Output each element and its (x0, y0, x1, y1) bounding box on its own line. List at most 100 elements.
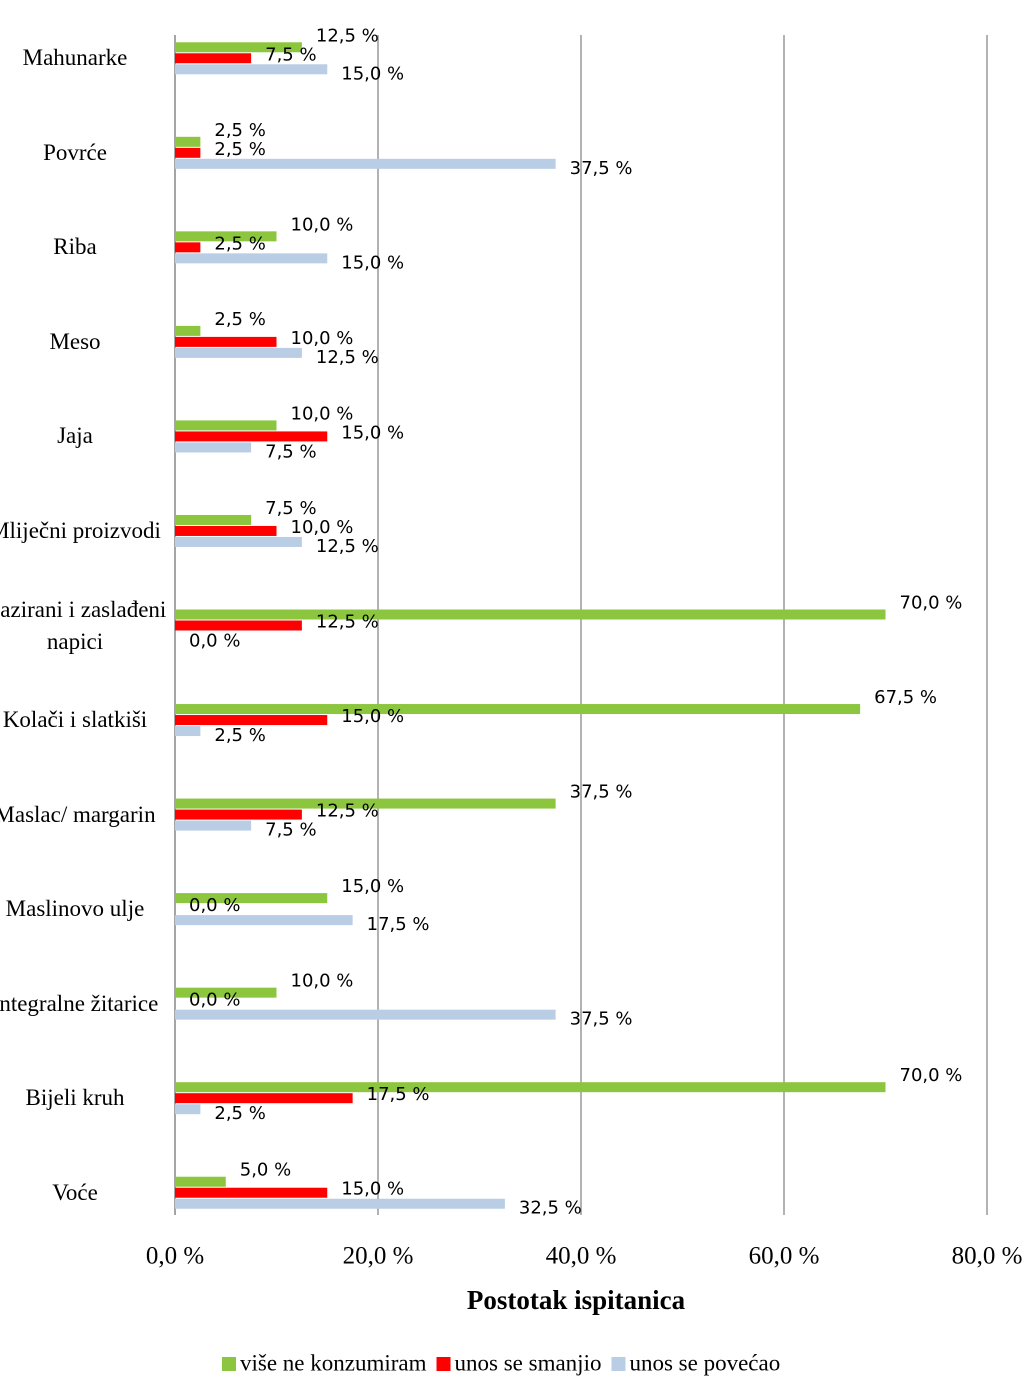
bar (175, 1104, 201, 1115)
data-label: 37,5 % (570, 782, 633, 803)
bar (175, 609, 886, 620)
bar (175, 987, 277, 998)
data-label: 5,0 % (240, 1160, 291, 1181)
data-label: 10,0 % (291, 971, 354, 992)
bar (175, 798, 556, 809)
bar (175, 147, 201, 158)
bar (175, 53, 252, 64)
y-tick-label: Bijeli kruh (25, 1085, 125, 1111)
y-tick-label: Jaja (57, 423, 93, 449)
data-label: 15,0 % (341, 63, 404, 84)
legend-label: više ne konzumiram (240, 1350, 427, 1375)
data-label: 12,5 % (316, 536, 379, 557)
data-label: 2,5 % (214, 120, 265, 141)
x-tick-label: 0,0 % (146, 1243, 204, 1270)
y-tick-label: Riba (53, 234, 97, 260)
data-label: 15,0 % (341, 1179, 404, 1200)
bar (175, 242, 201, 253)
data-label: 32,5 % (519, 1198, 582, 1219)
bar (175, 1176, 226, 1187)
bar (175, 715, 328, 726)
bar (175, 1009, 556, 1020)
data-label: 15,0 % (341, 876, 404, 897)
legend-label: unos se smanjio (455, 1350, 602, 1375)
data-label: 37,5 % (570, 1009, 633, 1030)
data-label: 17,5 % (367, 914, 430, 935)
bar (175, 704, 861, 715)
legend-label: unos se povećao (629, 1350, 780, 1375)
data-label: 70,0 % (900, 593, 963, 614)
data-label: 0,0 % (189, 990, 240, 1011)
y-tick-label: Meso (49, 328, 101, 354)
bar (175, 514, 252, 525)
y-tick-label: Kolači i slatkiši (2, 707, 148, 733)
bar (175, 820, 252, 831)
data-label: 7,5 % (265, 44, 316, 65)
bar (175, 1093, 353, 1104)
x-tick-label: 60,0 % (749, 1243, 820, 1270)
bar (175, 420, 277, 431)
data-label: 12,5 % (316, 347, 379, 368)
data-label: 10,0 % (291, 403, 354, 424)
bar (175, 620, 302, 631)
bar (175, 158, 556, 169)
bar (175, 915, 353, 926)
x-tick-label: 80,0 % (952, 1243, 1023, 1270)
y-tick-label: Integralne žitarice (0, 990, 159, 1016)
data-label: 12,5 % (316, 801, 379, 822)
data-label: 15,0 % (341, 706, 404, 727)
bar (175, 726, 201, 737)
data-label: 2,5 % (214, 139, 265, 160)
bar (175, 431, 328, 442)
data-label: 15,0 % (341, 422, 404, 443)
data-label: 2,5 % (214, 309, 265, 330)
data-label: 7,5 % (265, 820, 316, 841)
x-axis-title: Postotak ispitanica (467, 1285, 686, 1315)
data-label: 17,5 % (367, 1084, 430, 1105)
bar (175, 253, 328, 264)
data-label: 70,0 % (900, 1065, 963, 1086)
y-tick-label: Maslac/ margarin (0, 801, 156, 827)
data-label: 12,5 % (316, 612, 379, 633)
data-label: 7,5 % (265, 441, 316, 462)
bar (175, 42, 302, 53)
data-label: 15,0 % (341, 252, 404, 273)
y-tick-label: Gazirani i zaslađeni napici (0, 596, 167, 654)
data-label: 12,5 % (316, 25, 379, 46)
data-label: 67,5 % (874, 687, 937, 708)
x-tick-label: 20,0 % (343, 1243, 414, 1270)
data-label: 10,0 % (291, 328, 354, 349)
bar (175, 893, 328, 904)
bar (175, 64, 328, 75)
bar (175, 325, 201, 336)
legend-swatch (436, 1357, 451, 1371)
y-tick-label: Povrće (43, 139, 107, 165)
data-label: 2,5 % (214, 233, 265, 254)
bar (175, 231, 277, 242)
data-label: 10,0 % (291, 517, 354, 538)
y-tick-label: Maslinovo ulje (5, 896, 145, 922)
bar (175, 347, 302, 358)
bar (175, 1198, 505, 1209)
x-tick-label: 40,0 % (546, 1243, 617, 1270)
y-tick-label: Voće (52, 1179, 98, 1205)
bar (175, 442, 252, 453)
y-tick-label: Mahunarke (22, 45, 128, 71)
legend-swatch (611, 1357, 626, 1371)
data-label: 37,5 % (570, 158, 633, 179)
bar (175, 809, 302, 820)
data-label: 0,0 % (189, 895, 240, 916)
bar (175, 336, 277, 347)
bar (175, 136, 201, 147)
legend-swatch (222, 1357, 236, 1371)
bar (175, 525, 277, 536)
y-tick-label: Mliječni proizvodi (0, 517, 161, 543)
data-label: 2,5 % (214, 725, 265, 746)
data-label: 2,5 % (214, 1103, 265, 1124)
data-label: 10,0 % (291, 214, 354, 235)
data-label: 0,0 % (189, 631, 240, 652)
bar (175, 1082, 886, 1093)
data-label: 7,5 % (265, 498, 316, 519)
